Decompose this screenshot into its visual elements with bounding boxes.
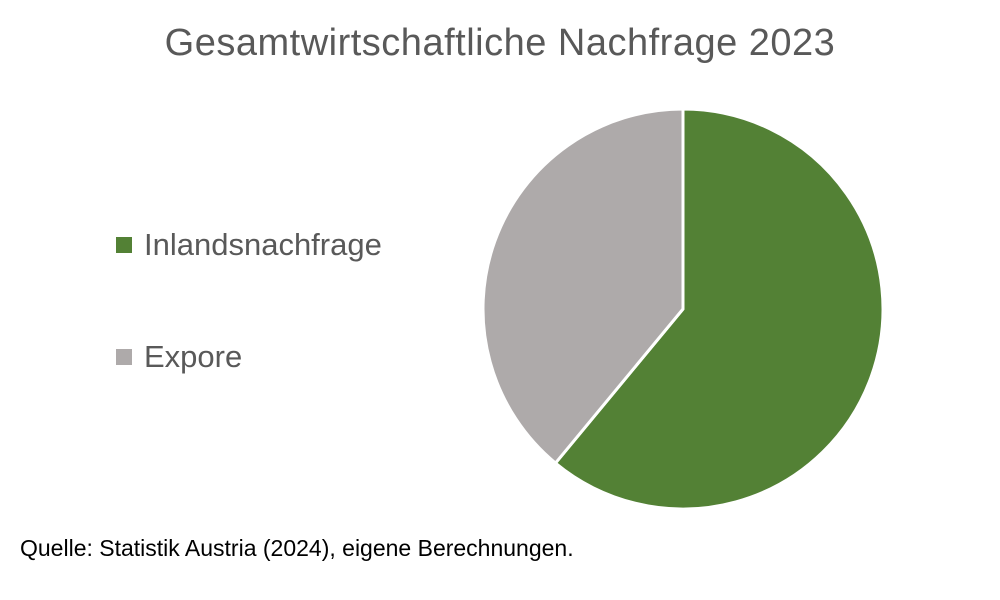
legend-label-inlandsnachfrage: Inlandsnachfrage xyxy=(144,227,382,262)
source-note: Quelle: Statistik Austria (2024), eigene… xyxy=(20,535,574,561)
legend-label-expore: Expore xyxy=(144,339,243,374)
legend-item-inlandsnachfrage: Inlandsnachfrage xyxy=(116,222,382,268)
pie-slice-expore xyxy=(481,107,685,465)
legend-swatch-expore xyxy=(116,349,132,365)
chart-title: Gesamtwirtschaftliche Nachfrage 2023 xyxy=(164,22,836,64)
chart-legend: Inlandsnachfrage Expore xyxy=(116,222,382,446)
pie-slice-inlandsnachfrage xyxy=(554,107,885,511)
legend-item-expore: Expore xyxy=(116,334,382,380)
legend-swatch-inlandsnachfrage xyxy=(116,237,132,253)
pie-chart xyxy=(481,107,885,511)
